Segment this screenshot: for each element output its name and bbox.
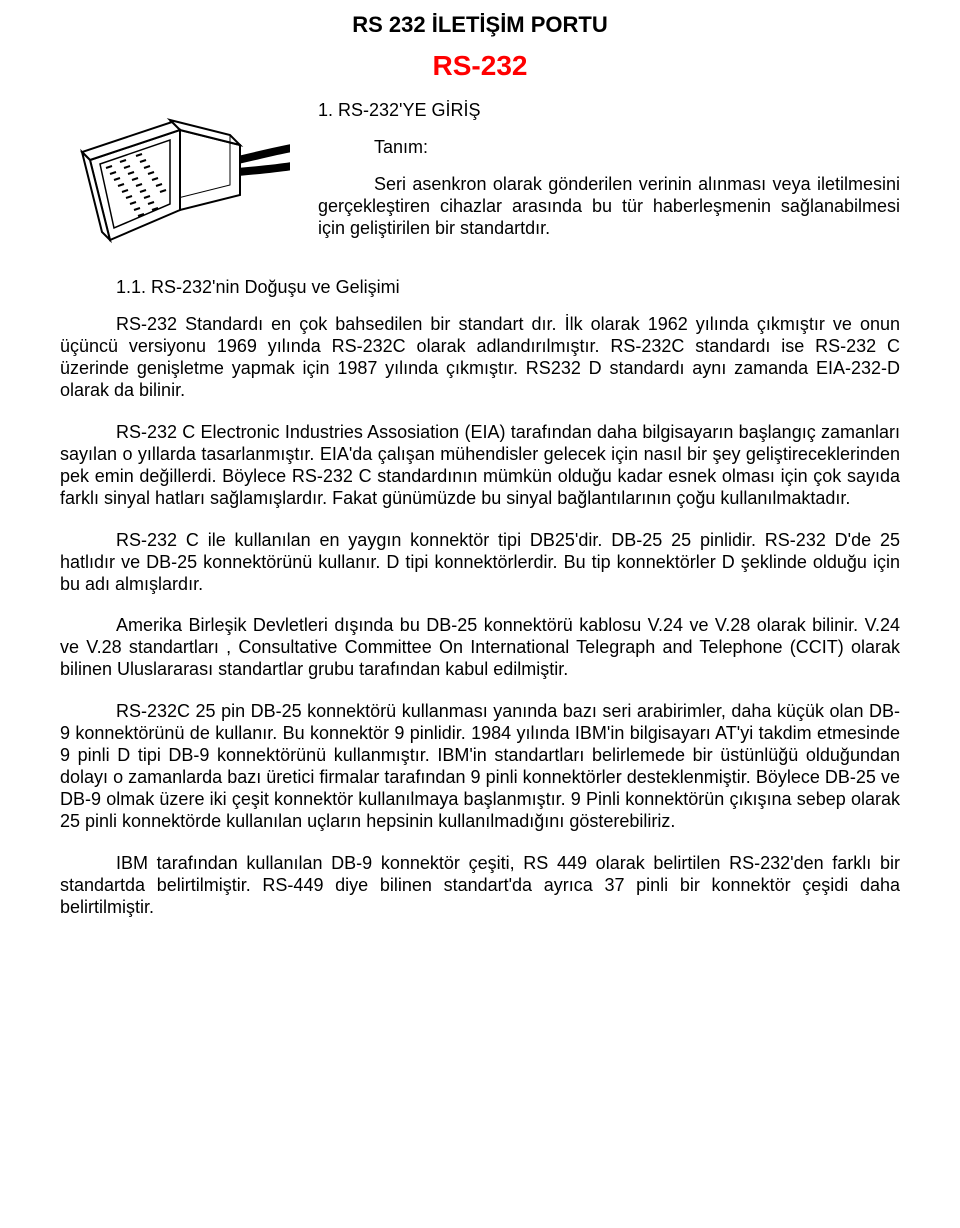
paragraph-2: RS-232 C Electronic Industries Assosiati… [60, 422, 900, 510]
intro-row: 1. RS-232'YE GİRİŞ Tanım: Seri asenkron … [60, 100, 900, 265]
section-number: 1. RS-232'YE GİRİŞ [318, 100, 900, 121]
connector-icon [60, 100, 290, 265]
doc-subtitle: RS-232 [60, 50, 900, 82]
paragraph-6: IBM tarafından kullanılan DB-9 konnektör… [60, 853, 900, 919]
definition-label: Tanım: [318, 137, 900, 158]
paragraph-5: RS-232C 25 pin DB-25 konnektörü kullanma… [60, 701, 900, 833]
db25-connector-figure [60, 100, 290, 265]
definition-body: Seri asenkron olarak gönderilen verinin … [318, 174, 900, 240]
paragraph-3: RS-232 C ile kullanılan en yaygın konnek… [60, 530, 900, 596]
doc-title: RS 232 İLETİŞİM PORTU [60, 12, 900, 38]
history-heading: 1.1. RS-232'nin Doğuşu ve Gelişimi [60, 277, 900, 298]
document-page: RS 232 İLETİŞİM PORTU RS-232 [0, 0, 960, 979]
intro-text: 1. RS-232'YE GİRİŞ Tanım: Seri asenkron … [318, 100, 900, 256]
paragraph-1: RS-232 Standardı en çok bahsedilen bir s… [60, 314, 900, 402]
paragraph-4: Amerika Birleşik Devletleri dışında bu D… [60, 615, 900, 681]
